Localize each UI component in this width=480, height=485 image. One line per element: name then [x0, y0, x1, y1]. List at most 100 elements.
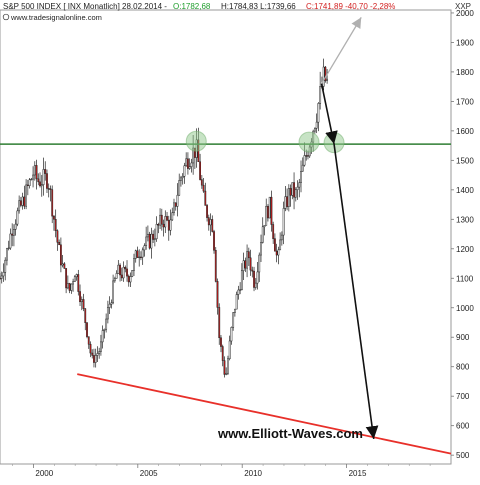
candle-body: [324, 66, 327, 81]
candle-body: [298, 182, 301, 188]
candle-body: [2, 272, 5, 277]
touch-highlight: [298, 131, 320, 153]
candle-body: [39, 181, 41, 187]
candle-body: [63, 263, 66, 269]
x-tick-label: 2000: [35, 469, 53, 478]
candle-body: [106, 307, 109, 320]
candle-body: [127, 275, 130, 283]
candle-body: [89, 343, 92, 354]
header-high-low: H:1784,83 L:1739,66: [221, 2, 296, 11]
candle-body: [146, 233, 149, 238]
candle-body: [136, 250, 139, 258]
candle-body: [211, 219, 214, 232]
candle-body: [11, 233, 14, 236]
y-tick-label: 1800: [456, 68, 474, 77]
candle-body: [70, 283, 73, 291]
bearish-projection-arrow: [320, 83, 338, 145]
candle-body: [171, 212, 174, 221]
copyright-icon: [2, 13, 10, 21]
candle-body: [46, 173, 48, 189]
candle-body: [315, 121, 318, 129]
candle-body: [87, 336, 90, 345]
y-tick-label: 500: [456, 451, 470, 460]
bullish-projection-arrow: [320, 17, 362, 85]
candle-body: [86, 322, 88, 337]
candle-body: [223, 360, 226, 375]
x-axis-ticks: 2000 2005 2010 2015: [12, 464, 431, 478]
candle-body: [305, 155, 308, 157]
candle-body: [0, 275, 3, 279]
overlays: [0, 17, 452, 455]
candle-body: [94, 355, 97, 363]
candle-body: [0, 278, 1, 280]
watermark: www.Elliott-Waves.com: [217, 426, 363, 441]
source-text: www.tradesignalonline.com: [10, 13, 102, 22]
candle-body: [301, 164, 304, 172]
candle-body: [91, 352, 94, 356]
y-tick-label: 900: [456, 333, 470, 342]
y-tick-label: 1100: [456, 274, 474, 283]
candle-body: [115, 273, 118, 279]
candle-body: [181, 176, 184, 179]
candle-body: [49, 188, 52, 190]
candle-body: [155, 223, 158, 240]
candle-body: [244, 260, 247, 269]
candle-body: [232, 312, 235, 328]
source-line: www.tradesignalonline.com: [2, 13, 102, 22]
candle-body: [272, 224, 275, 239]
candle-body: [145, 236, 148, 246]
header-open: O:1782,68: [173, 2, 211, 11]
candle-body: [25, 184, 28, 207]
candle-body: [21, 196, 24, 206]
candle-body: [235, 294, 238, 310]
candle-body: [166, 216, 168, 221]
candle-body: [133, 258, 135, 271]
candle-body: [51, 189, 54, 217]
candle-body: [228, 340, 231, 360]
y-tick-label: 2000: [456, 9, 474, 18]
y-tick-label: 1600: [456, 127, 474, 136]
candle-body: [178, 180, 181, 196]
candle-body: [65, 268, 68, 289]
candle-body: [126, 268, 128, 277]
candle-body: [66, 283, 69, 289]
candle-body: [303, 155, 306, 166]
candle-body: [246, 251, 248, 269]
candle-body: [100, 341, 102, 352]
bearish-projection-arrow: [333, 144, 379, 440]
x-tick-label: 2010: [244, 469, 262, 478]
candle-body: [56, 230, 59, 243]
y-tick-label: 800: [456, 363, 470, 372]
candle-body: [119, 264, 121, 276]
candle-body: [242, 260, 245, 271]
candle-body: [153, 238, 156, 240]
candle-body: [260, 242, 262, 256]
candle-body: [138, 256, 141, 259]
candle-body: [174, 202, 177, 207]
y-tick-label: 1000: [456, 304, 474, 313]
candle-body: [150, 233, 153, 249]
candle-body: [53, 215, 55, 220]
candle-body: [188, 166, 191, 169]
candle-body: [134, 250, 137, 259]
candle-body: [164, 216, 167, 228]
candle-body: [122, 266, 125, 279]
candle-body: [326, 78, 329, 81]
candle-body: [33, 165, 36, 176]
candle-body: [218, 307, 221, 339]
candle-body: [265, 205, 268, 226]
candle-body: [258, 254, 261, 273]
candle-body: [249, 257, 252, 271]
y-tick-label: 1700: [456, 97, 474, 106]
candle-body: [251, 269, 254, 272]
candle-body: [286, 196, 288, 207]
candle-body: [287, 188, 290, 207]
candle-body: [263, 225, 266, 228]
candle-body: [44, 169, 47, 174]
candle-body: [59, 244, 62, 266]
y-tick-label: 700: [456, 392, 470, 401]
header-name: S&P 500 INDEX [ INX Monatlich] 28.02.201…: [3, 2, 167, 11]
candle-body: [253, 270, 255, 288]
candle-body: [296, 186, 299, 191]
